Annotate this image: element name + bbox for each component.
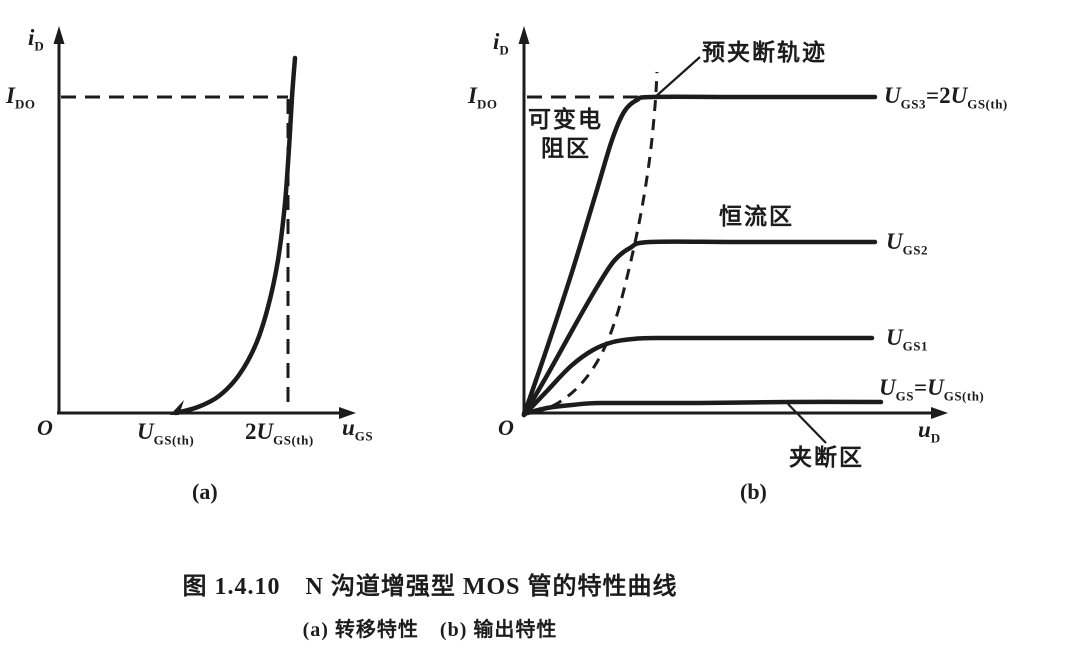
plot-a-sublabel: (a): [192, 479, 218, 504]
plot-b-x-axis-label-base: u: [918, 417, 931, 442]
plot-b-curve-label-ugs3: UGS3=2UGS(th): [884, 83, 1008, 111]
plot-a-x-axis-label: uGS: [342, 415, 373, 443]
ugsth-eq: =: [913, 375, 928, 400]
plot-b-region-constant-current: 恒流区: [719, 203, 794, 229]
plot-b-y-axis-label-base: i: [493, 29, 500, 54]
plot-a-2ugsth-pre: 2: [245, 419, 257, 444]
plot-a-ugsth-sub: GS(th): [153, 432, 195, 448]
plot-a-2ugsth-base: U: [256, 419, 274, 444]
ugs1-s1: GS1: [902, 338, 928, 354]
plot-b-y-axis-label-sub: D: [499, 42, 510, 58]
plot-b-curve-label-ugs2: UGS2: [886, 229, 928, 257]
plot-a-ido-tick-label: IDO: [6, 83, 35, 111]
plot-b-y-axis-arrow-icon: [518, 26, 530, 44]
ugs1-b1: U: [886, 325, 903, 350]
plot-a-ugsth-base: U: [137, 419, 154, 444]
ugs3-s2: GS(th): [967, 96, 1008, 112]
plot-b-region-variable-resistance-line2: 阻区: [541, 135, 591, 161]
figure-caption-title: 图 1.4.10 N 沟道增强型 MOS 管的特性曲线: [182, 574, 678, 600]
ugs3-b1: U: [884, 83, 901, 108]
plot-b-x-axis-label: uD: [918, 417, 941, 445]
plot-b-y-axis-label: iD: [493, 29, 509, 57]
ugs3-b2: U: [950, 83, 968, 108]
plot-a-transfer-curve: [173, 55, 298, 416]
plot-b-axes: [518, 26, 948, 419]
plot-b-x-axis-label-sub: D: [930, 430, 941, 446]
plot-a-y-axis-label-sub: D: [34, 38, 45, 54]
plot-b-region-pinch-off: 夹断区: [789, 444, 864, 470]
plot-b-curve-ugs1: [521, 335, 875, 418]
plot-b-region-variable-resistance-line1: 可变电: [528, 106, 603, 132]
plot-a-y-axis-label-base: i: [28, 25, 35, 50]
plot-b-sublabel: (b): [740, 479, 767, 504]
plot-b-locus-leader-line: [653, 56, 701, 99]
ugsth-b1: U: [879, 375, 896, 400]
plot-a-2ugsth-sub: GS(th): [273, 432, 314, 448]
plot-b-curve-label-ugs1: UGS1: [886, 325, 928, 353]
plot-b-ido-sub: DO: [476, 96, 498, 112]
plot-b-pre-pinchoff-locus-dashed: [533, 71, 659, 415]
figure-caption-subtitle: (a) 转移特性 (b) 输出特性: [302, 619, 558, 641]
ugs3-eq: =2: [925, 83, 951, 108]
ugsth-s1: GS: [895, 388, 914, 404]
plot-a-x-axis-arrow-icon: [339, 407, 356, 419]
plot-b-locus-label: 预夹断轨迹: [702, 39, 827, 65]
plot-a-ido-base: I: [6, 83, 15, 108]
plot-a-y-axis-arrow-icon: [53, 26, 65, 44]
plot-a-y-axis-label: iD: [28, 25, 44, 53]
ugs2-s1: GS2: [902, 242, 928, 258]
ugs3-s1: GS3: [900, 96, 926, 112]
plot-b-curve-ugs2: [521, 239, 878, 418]
plot-b-origin-label: O: [498, 415, 514, 440]
plot-b-curve-ugs3: [521, 94, 878, 418]
plot-a-x-axis-label-sub: GS: [354, 428, 374, 444]
ugs2-b1: U: [886, 229, 903, 254]
plot-b-curve-label-ugsth: UGS=UGS(th): [879, 375, 984, 403]
ugsth-b2: U: [927, 375, 944, 400]
plot-a-curve-foot-tick-icon: [170, 400, 184, 415]
plot-b-ido-base: I: [468, 83, 477, 108]
plot-a-axes: [53, 26, 356, 419]
plot-b-pinchoff-leader-line: [787, 403, 827, 444]
plot-b-ido-tick-label: IDO: [468, 83, 497, 111]
ugsth-s2: GS(th): [943, 388, 985, 404]
plot-a-ugsth-tick-label: UGS(th): [137, 419, 194, 447]
plot-a-origin-label: O: [37, 415, 53, 440]
plot-a-ido-sub: DO: [14, 96, 36, 112]
figure-caption: 图 1.4.10 N 沟道增强型 MOS 管的特性曲线 (a) 转移特性 (b)…: [80, 566, 780, 642]
plot-b-x-axis-arrow-icon: [931, 407, 948, 419]
plot-a-2ugsth-tick-label: 2UGS(th): [245, 419, 314, 447]
plot-a-x-axis-label-base: u: [342, 415, 355, 440]
plot-b-curve-ugsth: [521, 399, 884, 417]
